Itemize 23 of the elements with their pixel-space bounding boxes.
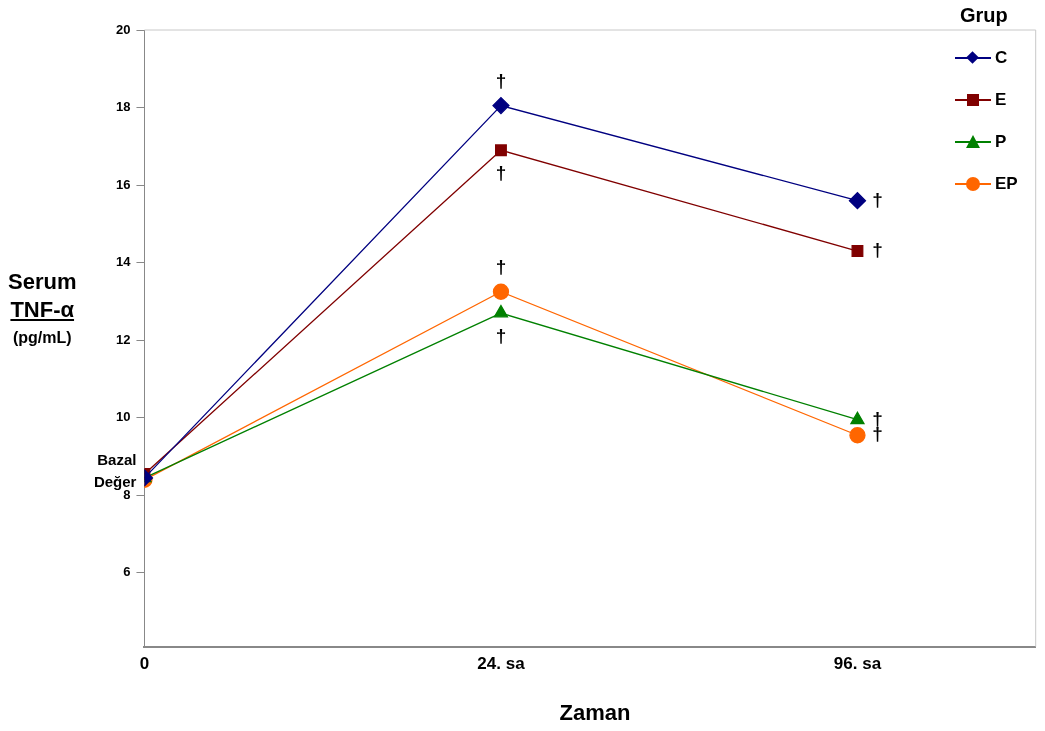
annotation: † bbox=[495, 325, 507, 347]
x-tick-label: 96. sa bbox=[833, 654, 882, 674]
legend-label: EP bbox=[995, 174, 1018, 194]
annotation: † bbox=[872, 188, 883, 210]
legend-label: P bbox=[995, 132, 1007, 152]
legend-label: C bbox=[995, 48, 1008, 68]
y-tick-label: 16 bbox=[115, 176, 131, 192]
annotation: † bbox=[495, 69, 507, 91]
annotation: † bbox=[495, 256, 507, 277]
annotation: † bbox=[872, 239, 883, 261]
legend-label: E bbox=[995, 90, 1007, 110]
x-axis-title: Zaman bbox=[558, 700, 632, 726]
x-tick-label: 24. sa bbox=[477, 654, 526, 674]
y-tick-label: 14 bbox=[115, 254, 132, 270]
y-tick-label: 10 bbox=[115, 409, 131, 425]
x-tick-label: 0 bbox=[139, 654, 150, 674]
annotation: † bbox=[495, 162, 507, 184]
y-tick-label: 12 bbox=[115, 331, 131, 347]
y-axis-title: Serum TNF-α (pg/mL) bbox=[8, 268, 77, 348]
y-tick-label: 6 bbox=[123, 564, 131, 580]
y-tick-label: 18 bbox=[115, 99, 131, 115]
legend-title: Grup bbox=[960, 4, 1009, 27]
y-tick-label: 20 bbox=[115, 21, 131, 37]
